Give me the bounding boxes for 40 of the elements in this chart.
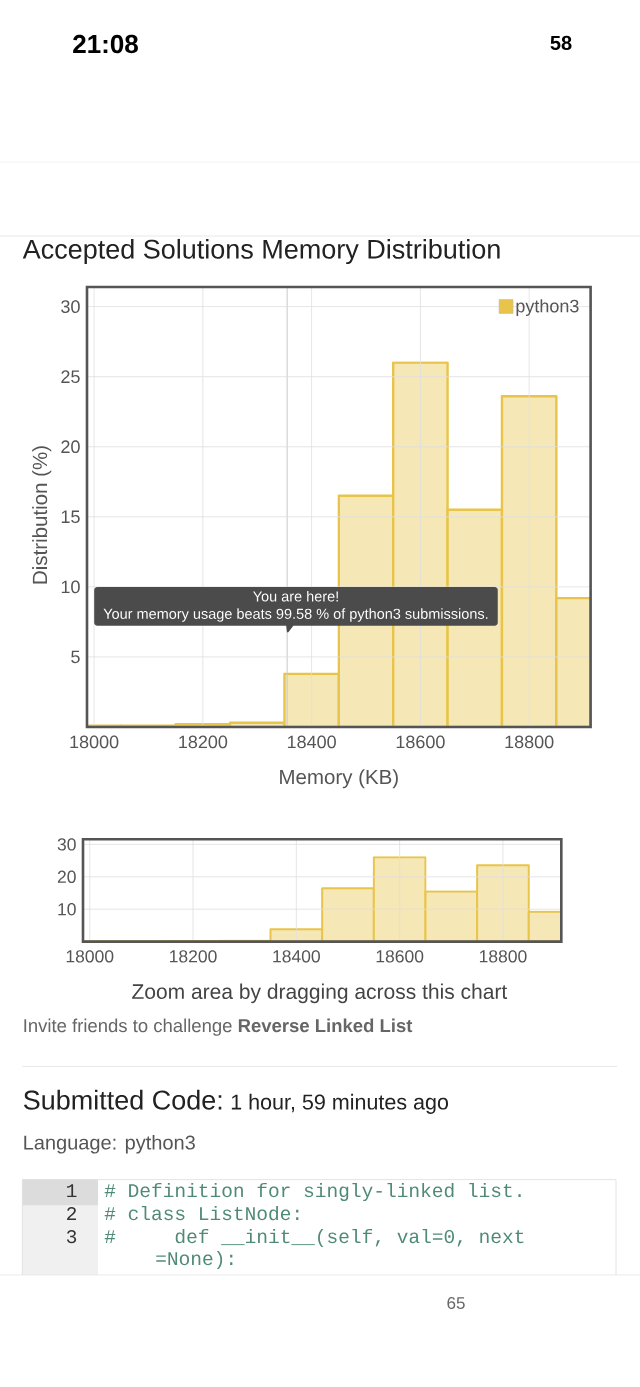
text: 1 hour, 59 minutes ago: [231, 1093, 449, 1114]
x-tick-label: 18600: [396, 735, 445, 749]
text: 21:08: [73, 34, 138, 54]
x-tick-label: 18400: [287, 735, 336, 749]
y-tick-label: 25: [61, 370, 80, 384]
text: 3: [66, 1229, 77, 1244]
text: # Definition for singly-linked list.: [104, 1182, 521, 1202]
y-tick-label: 30: [57, 838, 76, 851]
text: Zoom area by dragging across this chart: [132, 983, 508, 1004]
y-tick-label: 5: [71, 650, 80, 664]
x-tick-label: 18800: [479, 950, 527, 963]
y-tick-label: 20: [57, 870, 76, 883]
x-tick-label: 18000: [70, 735, 119, 749]
text: 1: [67, 1184, 77, 1198]
y-tick-label: 15: [61, 510, 80, 524]
text: Submitted Code:: [23, 1089, 222, 1110]
text: # def __init__(self, val=0, next: [104, 1228, 524, 1248]
y-tick-label: 20: [61, 440, 80, 454]
chart-title: Accepted Solutions Memory Distribution: [22, 238, 500, 265]
y-tick-label: 10: [58, 903, 76, 916]
x-tick-label: 18200: [170, 950, 217, 963]
x-axis-title: Memory (KB): [280, 769, 398, 789]
text: Invite friends to challenge Reverse Linked List: [24, 1018, 413, 1036]
x-tick-label: 18600: [376, 950, 424, 963]
text: 58: [550, 35, 572, 50]
ref-line-label: You are here!: [253, 590, 338, 602]
text: =None):: [156, 1250, 233, 1270]
text: 65: [447, 1297, 465, 1310]
y-tick-label: 10: [61, 580, 80, 594]
annotation: Your memory usage beats 99.58 % of python3 submissions.: [103, 608, 488, 622]
legend-label: python3: [516, 299, 579, 316]
x-tick-label: 18000: [66, 950, 114, 963]
text: # class ListNode:: [104, 1205, 299, 1221]
x-tick-label: 18200: [179, 735, 228, 749]
text: Language: python3: [24, 1134, 195, 1154]
x-tick-label: 18400: [273, 950, 320, 963]
text: 2: [67, 1206, 77, 1221]
y-tick-label: 30: [61, 300, 80, 313]
y-axis-title: Distribution (%): [32, 446, 52, 584]
x-tick-label: 18800: [505, 735, 554, 749]
